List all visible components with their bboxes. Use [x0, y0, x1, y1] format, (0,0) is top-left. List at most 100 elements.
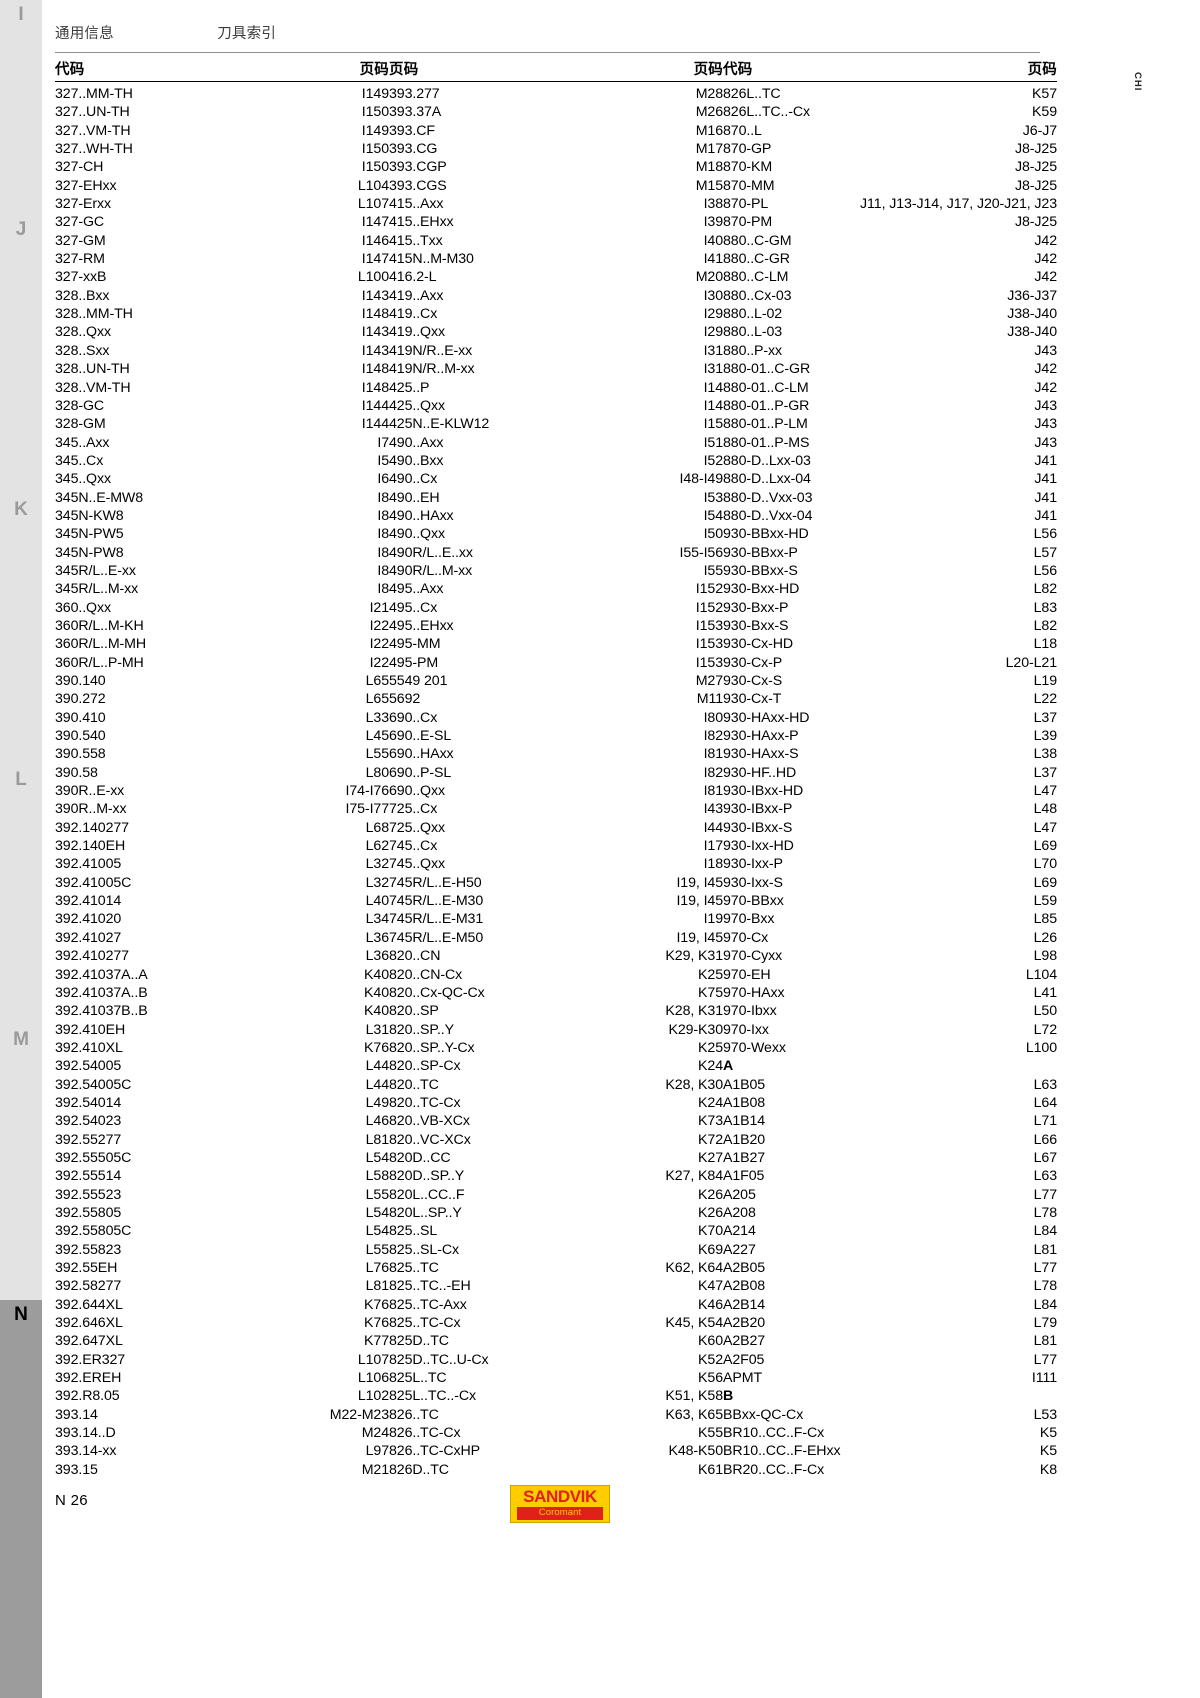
- index-row[interactable]: 870-KM J8-J25: [723, 158, 1057, 176]
- index-row[interactable]: 490..Cx I48-I49: [389, 470, 723, 488]
- index-row[interactable]: 328..Sxx I143: [55, 342, 389, 360]
- index-row[interactable]: 392.140EH L62: [55, 837, 389, 855]
- index-row[interactable]: 360..Qxx I21: [55, 599, 389, 617]
- index-row[interactable]: 392.410277 L36: [55, 947, 389, 965]
- index-row[interactable]: 390R..E-xx I74-I76: [55, 782, 389, 800]
- index-row[interactable]: 930-BBxx-HD L56: [723, 525, 1057, 543]
- index-row[interactable]: 392.41005 L32: [55, 855, 389, 873]
- index-row[interactable]: 745R/L..E-M31 I19: [389, 910, 723, 928]
- index-row[interactable]: 490..Bxx I52: [389, 452, 723, 470]
- index-row[interactable]: 825D..TC..U-Cx K52: [389, 1351, 723, 1369]
- index-row[interactable]: 415..Txx I40: [389, 232, 723, 250]
- index-row[interactable]: 392.54005C L44: [55, 1076, 389, 1094]
- index-row[interactable]: 392.41020 L34: [55, 910, 389, 928]
- index-letter-heading[interactable]: A: [723, 1057, 1057, 1075]
- index-row[interactable]: A227 L81: [723, 1241, 1057, 1259]
- index-row[interactable]: 345..Qxx I6: [55, 470, 389, 488]
- index-row[interactable]: 970-Cx L26: [723, 929, 1057, 947]
- index-row[interactable]: 930-BBxx-S L56: [723, 562, 1057, 580]
- index-row[interactable]: 419..Qxx I29: [389, 323, 723, 341]
- index-row[interactable]: 826L..TC..-Cx K59: [723, 103, 1057, 121]
- index-row[interactable]: A2B20 L79: [723, 1314, 1057, 1332]
- index-row[interactable]: 495-PM I153: [389, 654, 723, 672]
- index-row[interactable]: 360R/L..M-MH I22: [55, 635, 389, 653]
- index-row[interactable]: 745R/L..E-M30 I19, I45: [389, 892, 723, 910]
- index-row[interactable]: 390.272 L65: [55, 690, 389, 708]
- index-row[interactable]: 826D..TC K61: [389, 1461, 723, 1479]
- index-row[interactable]: 392.55805 L54: [55, 1204, 389, 1222]
- index-row[interactable]: 425N..E-KLW12 I15: [389, 415, 723, 433]
- index-row[interactable]: 820..VC-XCx K72: [389, 1131, 723, 1149]
- index-row[interactable]: 390.540 L45: [55, 727, 389, 745]
- index-row[interactable]: 930-Bxx-P L83: [723, 599, 1057, 617]
- index-row[interactable]: 392.55277 L81: [55, 1131, 389, 1149]
- index-row[interactable]: 327..VM-TH I149: [55, 122, 389, 140]
- index-row[interactable]: 930-HAxx-HD L37: [723, 709, 1057, 727]
- index-row[interactable]: 930-Cx-T L22: [723, 690, 1057, 708]
- index-row[interactable]: 328-GM I144: [55, 415, 389, 433]
- index-row[interactable]: 880..C-LM J42: [723, 268, 1057, 286]
- index-row[interactable]: 328..UN-TH I148: [55, 360, 389, 378]
- index-row[interactable]: 495..EHxx I153: [389, 617, 723, 635]
- index-row[interactable]: 880-01..P-GR J43: [723, 397, 1057, 415]
- index-row[interactable]: 392.644XL K76: [55, 1296, 389, 1314]
- index-row[interactable]: 820..SP-Cx K24: [389, 1057, 723, 1075]
- index-row[interactable]: 393.37A M26: [389, 103, 723, 121]
- index-row[interactable]: 820..SP..Y-Cx K25: [389, 1039, 723, 1057]
- index-row[interactable]: 345N-KW8 I8: [55, 507, 389, 525]
- index-row[interactable]: 360R/L..M-KH I22: [55, 617, 389, 635]
- index-row[interactable]: 970-Cyxx L98: [723, 947, 1057, 965]
- index-row[interactable]: 392.41037A..A K40: [55, 966, 389, 984]
- index-row[interactable]: A2B27 L81: [723, 1332, 1057, 1350]
- index-row[interactable]: 930-HAxx-S L38: [723, 745, 1057, 763]
- index-row[interactable]: 495..Axx I152: [389, 580, 723, 598]
- index-row[interactable]: 970-BBxx L59: [723, 892, 1057, 910]
- index-row[interactable]: 690..E-SL I82: [389, 727, 723, 745]
- index-row[interactable]: 930-Cx-S L19: [723, 672, 1057, 690]
- index-row[interactable]: 5549 201 M27: [389, 672, 723, 690]
- index-row[interactable]: 725..Qxx I44: [389, 819, 723, 837]
- index-row[interactable]: 328-GC I144: [55, 397, 389, 415]
- index-row[interactable]: 930-Cx-HD L18: [723, 635, 1057, 653]
- index-row[interactable]: 345N..E-MW8 I8: [55, 489, 389, 507]
- index-row[interactable]: A1B20 L66: [723, 1131, 1057, 1149]
- index-row[interactable]: 392.41037B..B K40: [55, 1002, 389, 1020]
- section-tab-j[interactable]: J: [0, 215, 42, 495]
- index-row[interactable]: 970-HAxx L41: [723, 984, 1057, 1002]
- index-row[interactable]: A1B08 L64: [723, 1094, 1057, 1112]
- index-row[interactable]: BR20..CC..F-Cx K8: [723, 1461, 1057, 1479]
- index-row[interactable]: 345R/L..E-xx I8: [55, 562, 389, 580]
- index-row[interactable]: 490..HAxx I54: [389, 507, 723, 525]
- index-row[interactable]: 930-Bxx-HD L82: [723, 580, 1057, 598]
- index-row[interactable]: 826..TC K63, K65: [389, 1406, 723, 1424]
- index-row[interactable]: 490R/L..E..xx I55-I56: [389, 544, 723, 562]
- index-row[interactable]: 820D..SP..Y K27, K84: [389, 1167, 723, 1185]
- index-row[interactable]: APMT I111: [723, 1369, 1057, 1387]
- index-row[interactable]: 392.55523 L55: [55, 1186, 389, 1204]
- index-row[interactable]: 393.CF M16: [389, 122, 723, 140]
- index-row[interactable]: 930-Ixx-P L70: [723, 855, 1057, 873]
- index-row[interactable]: 393.14-xx L97: [55, 1442, 389, 1460]
- index-row[interactable]: 390.140 L65: [55, 672, 389, 690]
- index-row[interactable]: 745..Cx I17: [389, 837, 723, 855]
- index-row[interactable]: 870-GP J8-J25: [723, 140, 1057, 158]
- index-row[interactable]: 345N-PW8 I8: [55, 544, 389, 562]
- index-row[interactable]: 870-PL J11, J13-J14, J17, J20-J21, J23: [723, 195, 1057, 213]
- index-row[interactable]: 820..TC K28, K30: [389, 1076, 723, 1094]
- index-row[interactable]: A1B14 L71: [723, 1112, 1057, 1130]
- index-row[interactable]: 880..Cx-03 J36-J37: [723, 287, 1057, 305]
- index-row[interactable]: 825D..TC K60: [389, 1332, 723, 1350]
- section-tab-m[interactable]: M: [0, 1025, 42, 1300]
- index-row[interactable]: 345..Axx I7: [55, 434, 389, 452]
- index-row[interactable]: 419..Cx I29: [389, 305, 723, 323]
- section-tab-n[interactable]: N: [0, 1300, 42, 1698]
- index-row[interactable]: 930-HF..HD L37: [723, 764, 1057, 782]
- index-row[interactable]: 825..SL K70: [389, 1222, 723, 1240]
- index-row[interactable]: 392.140277 L68: [55, 819, 389, 837]
- index-row[interactable]: 393.CG M17: [389, 140, 723, 158]
- index-row[interactable]: BBxx-QC-Cx L53: [723, 1406, 1057, 1424]
- index-row[interactable]: 930-IBxx-HD L47: [723, 782, 1057, 800]
- index-row[interactable]: A2B05 L77: [723, 1259, 1057, 1277]
- index-row[interactable]: 393.14 M22-M23: [55, 1406, 389, 1424]
- index-row[interactable]: 880..P-xx J43: [723, 342, 1057, 360]
